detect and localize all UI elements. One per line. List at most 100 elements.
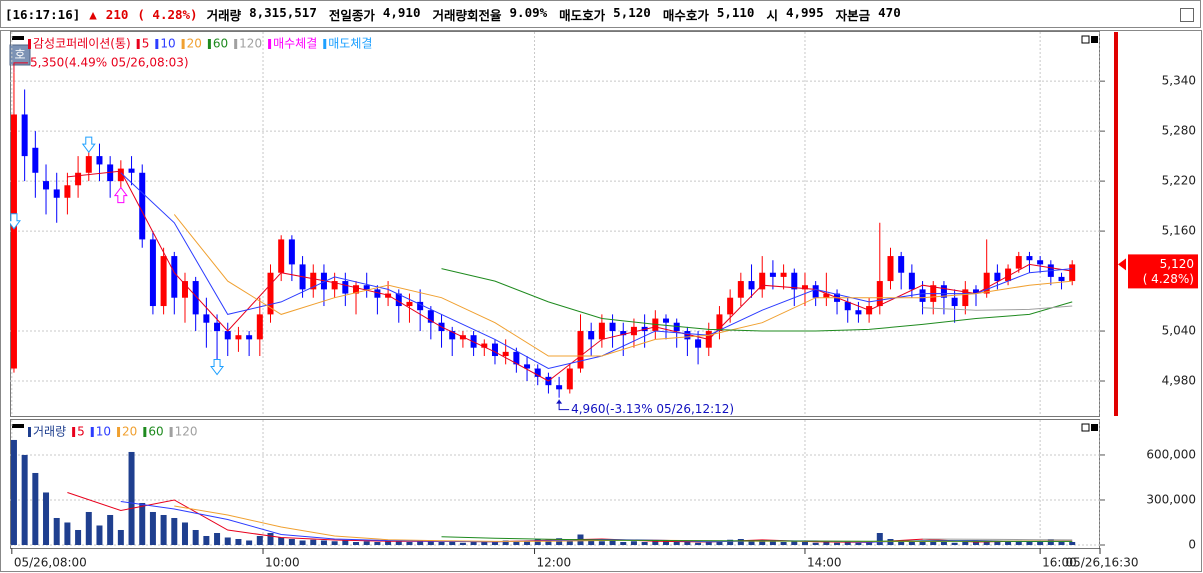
ma-line [173,214,1073,357]
candle-body [85,156,92,173]
volume-bar [374,541,381,545]
checkbox[interactable] [1180,8,1194,22]
volume-bar [235,538,242,545]
legend-swatch [155,39,159,49]
candle-body [1026,256,1033,261]
volume-bar [919,541,926,545]
volume-bar [438,541,445,545]
volume-bar [203,535,210,545]
volume-bar [620,541,627,545]
volume-bar [598,541,605,545]
candle-body [1069,264,1076,282]
badge-text: 호 [14,48,25,62]
candle-body [748,281,755,290]
volume-bar [973,541,980,545]
annotation: 4,960(-3.13% 05/26,12:12) [571,402,734,416]
candle-body [876,281,883,307]
volume-bar [21,454,28,545]
volume-bar [278,537,285,545]
x-tick-label: 05/26,08:00 [14,556,87,570]
volume-bar [320,540,327,545]
legend-swatch [169,427,173,437]
legend-label: 10 [160,37,175,51]
candle-body [502,351,509,357]
candle-body [513,351,520,365]
arrow: ▲ [89,6,97,22]
legend-label: 20 [187,37,202,51]
volume-bar [545,539,552,545]
volume-bar [737,538,744,545]
candle-body [417,301,424,311]
status-value: 5,110 [716,4,755,20]
candle-body [663,318,670,323]
volume-bar [727,539,734,545]
change-pct: ( 4.28%) [137,6,198,22]
window-button[interactable] [1081,35,1090,44]
volume-bar [930,541,937,545]
candle-body [566,368,573,390]
candle-body [855,310,862,315]
volume-bar [139,502,146,545]
candle-body [363,285,370,290]
x-tick-label: 16:00 [1042,556,1077,570]
y-tick-label: 5,280 [1162,124,1196,138]
volume-bar [609,540,616,545]
volume-bar [1015,540,1022,545]
status-label: 거래량회전율 [432,7,502,23]
volume-bar [705,541,712,545]
candle-body [940,285,947,298]
status-bar: [16:17:16] ▲ 210 ( 4.28%) 거래량 8,315,517 전일… [0,0,1201,28]
candle-body [288,239,295,265]
window-button[interactable] [1081,423,1090,432]
candle-body [21,114,28,157]
y-tick-label: 5,340 [1162,74,1196,88]
candle-body [203,314,210,323]
volume-bar [641,541,648,545]
candle-body [695,339,702,348]
status-value: 8,315,517 [249,4,317,20]
y-tick-label: 4,980 [1162,374,1196,388]
time: [16:17:16] [5,6,81,22]
candle-body [214,322,221,332]
badge[interactable] [9,44,31,66]
legend-swatch [234,39,238,49]
volume-bar [481,541,488,545]
window-button[interactable] [1091,36,1098,43]
candle-body [278,239,285,273]
status-items: 거래량 8,315,517 전일종가 4,910 거래량회전율 9.09% 매도호가 5,12… [207,5,905,24]
candle-body [342,281,349,294]
volume-bar [716,540,723,545]
volume-bar [791,541,798,545]
volume-bar [759,539,766,545]
volume-bar [449,541,456,545]
candle-body [620,331,627,336]
volume-bar [588,539,595,545]
volume-bar [64,522,71,545]
volume-bar [417,540,424,545]
volume-bar [85,511,92,545]
volume-bar [331,541,338,545]
candle-body [951,297,958,307]
candle-body [962,289,969,307]
volume-bar [748,540,755,545]
volume-bar [630,541,637,545]
candle-body [524,364,531,369]
volume-bar [224,537,231,545]
candle-body [256,314,263,340]
window-button[interactable] [1091,424,1098,431]
frame [0,30,1202,572]
volume-bar [160,514,167,545]
annotation-line [13,62,28,73]
volume-bar [363,541,370,545]
volume-bar [53,517,60,545]
candle-body [1058,276,1065,282]
candle-body [630,326,637,336]
legend-label: 60 [213,37,228,51]
y-tick-label: 5,040 [1162,324,1196,338]
ma-line [67,170,1073,382]
status-value: 4,995 [785,4,824,20]
candle-body [374,289,381,298]
candle-body [769,272,776,277]
volume-bar [673,541,680,545]
